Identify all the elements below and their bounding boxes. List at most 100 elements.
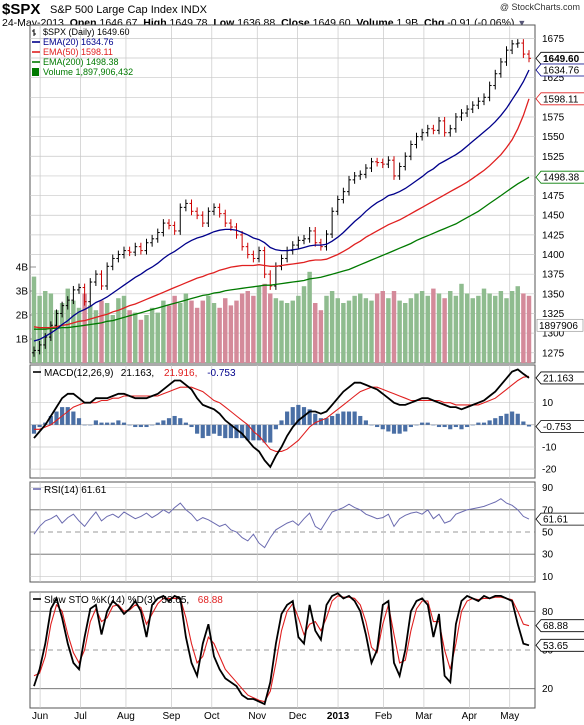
volume-bar — [212, 303, 216, 363]
macd-histogram-bar — [189, 425, 193, 427]
macd-histogram-bar — [88, 425, 92, 426]
macd-histogram-bar — [116, 420, 120, 424]
volume-bar — [234, 301, 238, 363]
volume-bar — [105, 303, 109, 363]
rsi-tick-label: 10 — [542, 572, 554, 583]
volume-bar — [189, 301, 193, 363]
volume-bar — [471, 298, 475, 363]
macd-histogram-bar — [99, 423, 103, 425]
volume-bar — [386, 298, 390, 363]
volume-bar — [369, 301, 373, 363]
rsi-tick-label: 30 — [542, 550, 554, 561]
volume-bar — [257, 286, 261, 363]
macd-histogram-bar — [128, 425, 132, 426]
volume-bar — [459, 284, 463, 363]
macd-histogram-bar — [488, 420, 492, 424]
price-end-tag-2-text: 1598.11 — [543, 94, 579, 105]
volume-tick-label: 1B — [16, 335, 29, 346]
volume-bar — [442, 298, 446, 363]
macd-histogram-bar — [443, 425, 447, 427]
price-tick-label: 1350 — [542, 289, 565, 300]
legend-entry: EMA(200) 1498.38 — [43, 57, 119, 67]
bottom-month-label: Jul — [74, 711, 87, 722]
volume-bar — [313, 303, 317, 363]
volume-bar — [302, 286, 306, 363]
volume-bar — [223, 298, 227, 363]
bottom-month-label: Apr — [462, 711, 478, 722]
volume-bar — [414, 293, 418, 363]
macd-histogram-bar — [83, 425, 87, 426]
volume-bar — [352, 296, 356, 363]
volume-bar — [172, 296, 176, 363]
volume-bar — [167, 305, 171, 363]
macd-histogram-bar — [358, 416, 362, 425]
macd-histogram-bar — [161, 420, 165, 424]
macd-histogram-bar — [347, 412, 351, 425]
macd-histogram-bar — [459, 425, 463, 429]
macd-histogram-bar — [77, 418, 81, 425]
volume-bar — [487, 293, 491, 363]
macd-histogram-bar — [54, 412, 58, 425]
volume-tick-label: 3B — [16, 287, 29, 298]
volume-bar — [161, 301, 165, 363]
volume-bar — [133, 313, 137, 363]
macd-histogram-bar — [111, 423, 115, 425]
volume-bar — [144, 315, 148, 363]
volume-bar — [296, 296, 300, 363]
volume-bar — [527, 296, 531, 363]
macd-histogram-bar — [201, 425, 205, 438]
macd-histogram-bar — [431, 425, 435, 426]
volume-bar — [476, 296, 480, 363]
macd-histogram-bar — [105, 423, 109, 425]
volume-bar — [99, 301, 103, 363]
sto-legend-part: Slow STO %K(14) %D(3) — [44, 595, 156, 606]
macd-histogram-bar — [150, 425, 154, 426]
volume-bar — [409, 298, 413, 363]
volume-bar — [229, 305, 233, 363]
macd-histogram-bar — [94, 420, 98, 424]
sto-tick-label: 80 — [542, 607, 554, 618]
volume-bar — [156, 313, 160, 363]
macd-histogram-bar — [398, 425, 402, 434]
volume-bar — [279, 301, 283, 363]
sto-legend-part: 53.65, — [161, 595, 189, 606]
rsi-tick-label: 90 — [542, 483, 554, 494]
volume-bar — [431, 289, 435, 363]
volume-bar — [285, 303, 289, 363]
price-tick-label: 1675 — [542, 34, 565, 45]
macd-histogram-bar — [454, 425, 458, 427]
volume-bar — [150, 308, 154, 363]
volume-bar — [291, 301, 295, 363]
volume-bar — [448, 291, 452, 363]
macd-histogram-bar — [341, 412, 345, 425]
volume-bar — [358, 293, 362, 363]
volume-bar — [268, 293, 272, 363]
macd-histogram-bar — [206, 425, 210, 436]
macd-histogram-bar — [167, 418, 171, 425]
macd-histogram-bar — [218, 425, 222, 436]
bottom-month-label: Dec — [289, 711, 307, 722]
macd-hist-end-tag-text: -0.753 — [543, 422, 572, 433]
macd-histogram-bar — [375, 425, 379, 427]
sto-k-end-tag-text: 53.65 — [543, 641, 568, 652]
price-end-tag-1-text: 1634.76 — [543, 65, 580, 76]
volume-bar — [482, 289, 486, 363]
price-tick-label: 1425 — [542, 230, 565, 241]
macd-histogram-bar — [504, 414, 508, 425]
legend-entry: EMA(20) 1634.76 — [43, 37, 114, 47]
volume-bar — [336, 298, 340, 363]
legend-volume-swatch — [32, 68, 39, 76]
price-tick-label: 1325 — [542, 309, 565, 320]
volume-bar — [251, 296, 255, 363]
volume-bar — [499, 291, 503, 363]
volume-bar — [330, 291, 334, 363]
macd-histogram-bar — [420, 423, 424, 425]
macd-histogram-bar — [403, 425, 407, 432]
bottom-month-label: Mar — [415, 711, 433, 722]
volume-bar — [324, 296, 328, 363]
volume-bar — [116, 298, 120, 363]
volume-bar — [88, 305, 92, 363]
volume-bar — [437, 293, 441, 363]
macd-histogram-bar — [291, 407, 295, 425]
macd-histogram-bar — [263, 425, 267, 443]
